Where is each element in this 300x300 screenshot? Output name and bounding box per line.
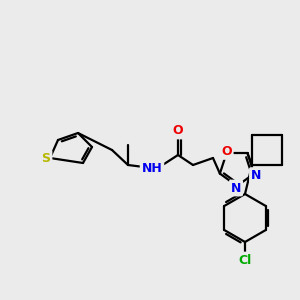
Text: N: N xyxy=(251,169,261,182)
Text: NH: NH xyxy=(142,163,162,176)
Text: O: O xyxy=(173,124,183,137)
Text: Cl: Cl xyxy=(238,254,252,266)
Text: N: N xyxy=(231,182,241,194)
Text: O: O xyxy=(221,145,232,158)
Text: S: S xyxy=(41,152,50,164)
